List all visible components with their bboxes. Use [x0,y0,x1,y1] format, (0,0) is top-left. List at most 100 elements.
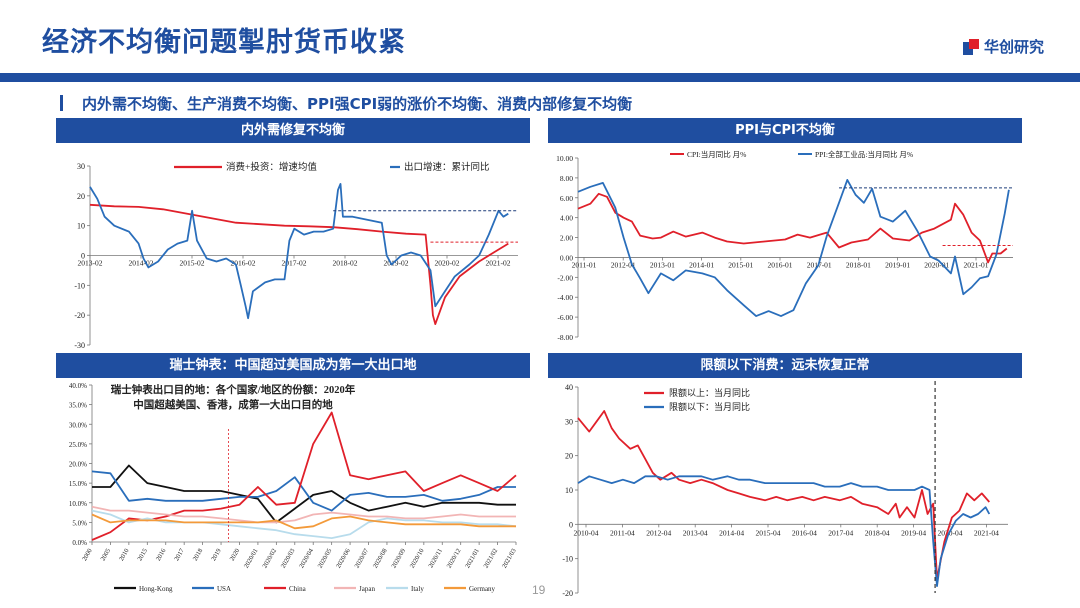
x-tick-label: 2021/02 [483,548,500,570]
header-rule [0,73,1080,82]
legend-label-2: China [289,585,307,593]
y-tick-label: 8.00 [560,174,573,183]
x-tick-label: 2010-04 [574,528,599,537]
legend-label-1: USA [217,585,231,593]
y-tick-label: 0 [569,520,573,529]
x-tick-label: 2016-02 [231,259,256,268]
chart-ppi: 10.00 8.00 6.00 4.00 2.00 0.00 -2.00 -4.00 -6.00… [556,149,1013,342]
series-line-5 [91,513,516,530]
x-tick-label: 2016-04 [792,528,817,537]
y-tick-label: 10 [77,222,85,231]
x-tick-label: 2020/03 [280,548,297,570]
annotation-box: 瑞士钟表出口目的地：各个国家/地区的份额：2020年中国超越美国、香港，成第一大… [110,385,356,411]
series-line-0 [89,203,509,325]
chart-annotation: 瑞士钟表出口目的地：各个国家/地区的份额：2020年中国超越美国、香港，成第一大… [110,385,356,411]
y-tick-label: 5.0% [72,519,87,527]
x-tick-label: 2017-04 [828,528,853,537]
x-tick-label: 2020/07 [354,547,371,570]
x-tick-label: 2011-04 [610,528,635,537]
series-line-1 [91,470,516,512]
y-tick-label: 4.00 [560,214,573,223]
x-tick-label: 2018-04 [865,528,890,537]
x-tick-label: 2021-02 [486,259,511,268]
y-tick-label: -6.00 [557,313,573,322]
logo-mark-icon [962,38,979,55]
x-tick-label: 2020-01 [924,260,949,269]
series-line-1 [577,179,1010,317]
logo-text: 华创研究 [983,38,1044,56]
x-tick-label: 2020/05 [317,548,334,570]
x-tick-label: 2012-01 [611,260,636,269]
series-line-0 [92,464,516,524]
chart-swiss: 40.0% 35.0% 30.0% 25.0% 20.0% 15.0% 10.0% 5.0% 0… [69,382,518,593]
y-tick-label: 15.0% [69,480,87,488]
legend-label-1: 限额以下：当月同比 [669,401,750,412]
x-tick-label: 2019-04 [901,528,926,537]
x-tick-label: 2021-01 [964,260,989,269]
series-line-4 [91,509,517,539]
y-tick-label: 0 [81,252,85,261]
x-tick-label: 2020-02 [435,259,460,268]
x-tick-label: 2016-01 [768,260,793,269]
y-tick-label: -4.00 [557,293,573,302]
y-tick-label: 30 [565,417,573,426]
page-number: 19 [532,583,546,597]
panel-title-swiss: 瑞士钟表：中国超过美国成为第一大出口地 [56,353,530,378]
x-tick-label: 2018 [192,548,205,563]
legend-label-1: PPI:全部工业品:当月同比 月% [815,149,913,159]
series-line-3 [91,505,516,524]
x-tick-label: 2013-02 [78,259,103,268]
legend-label-0: CPI:当月同比 月% [687,149,746,159]
x-tick-label: 2021/03 [501,548,518,570]
y-tick-label: 10.00 [556,154,573,163]
y-tick-label: 35.0% [69,402,87,410]
x-tick-label: 2017 [173,547,186,562]
y-tick-label: -10 [562,555,573,564]
y-tick-label: 20 [77,192,85,201]
y-tick-label: -2.00 [557,273,573,282]
y-tick-label: 40.0% [69,382,87,390]
subtitle: 内外需不均衡、生产消费不均衡、PPI强CPI弱的涨价不均衡、消费内部修复不均衡 [82,95,633,113]
y-tick-label: 40 [565,383,573,392]
x-tick-label: 2020/04 [298,547,315,570]
y-tick-label: -8.00 [557,333,573,342]
x-tick-label: 2018-02 [333,259,358,268]
y-tick-label: 10 [565,486,573,495]
x-tick-label: 2020/09 [390,548,407,570]
x-tick-label: 2015 [136,548,149,563]
y-tick-label: -20 [562,589,573,598]
legend-label-5: Germany [469,585,496,593]
series-line-1 [577,475,991,587]
x-tick-label: 2020/10 [409,548,426,570]
x-tick-label: 2013-04 [683,528,708,537]
legend-label-4: Italy [411,585,424,593]
panel-title-demand: 内外需修复不均衡 [56,118,530,143]
x-tick-label: 2015-04 [756,528,781,537]
x-tick-label: 2019-02 [384,259,409,268]
x-tick-label: 2020/02 [261,548,278,570]
x-tick-label: 2013-01 [650,260,675,269]
panel-title-retail: 限额以下消费：远未恢复正常 [548,353,1022,378]
legend-label-0: 限额以上：当月同比 [669,387,750,398]
y-tick-label: 20.0% [69,461,87,469]
x-tick-label: 2014-02 [129,259,154,268]
x-tick-label: 2011-01 [572,260,597,269]
y-tick-label: 30.0% [69,421,87,429]
series-line-0 [577,410,990,581]
x-tick-label: 2021/01 [464,548,481,570]
y-tick-label: 2.00 [560,234,573,243]
x-tick-label: 2018-01 [846,260,871,269]
x-tick-label: 2012-04 [646,528,671,537]
y-tick-label: 6.00 [560,194,573,203]
y-tick-label: 0.00 [560,253,573,262]
x-tick-label: 2014-01 [689,260,714,269]
x-tick-label: 2016 [155,547,168,562]
y-tick-label: 25.0% [69,441,87,449]
logo: 华创研究 [962,36,1044,57]
page-title: 经济不均衡问题掣肘货币收紧 [42,27,406,58]
x-tick-label: 2019 [210,548,223,563]
y-tick-label: 0.0% [72,539,87,547]
series-line-0 [577,192,1008,264]
x-tick-label: 2020 [229,548,242,563]
series-line-1 [89,183,509,320]
